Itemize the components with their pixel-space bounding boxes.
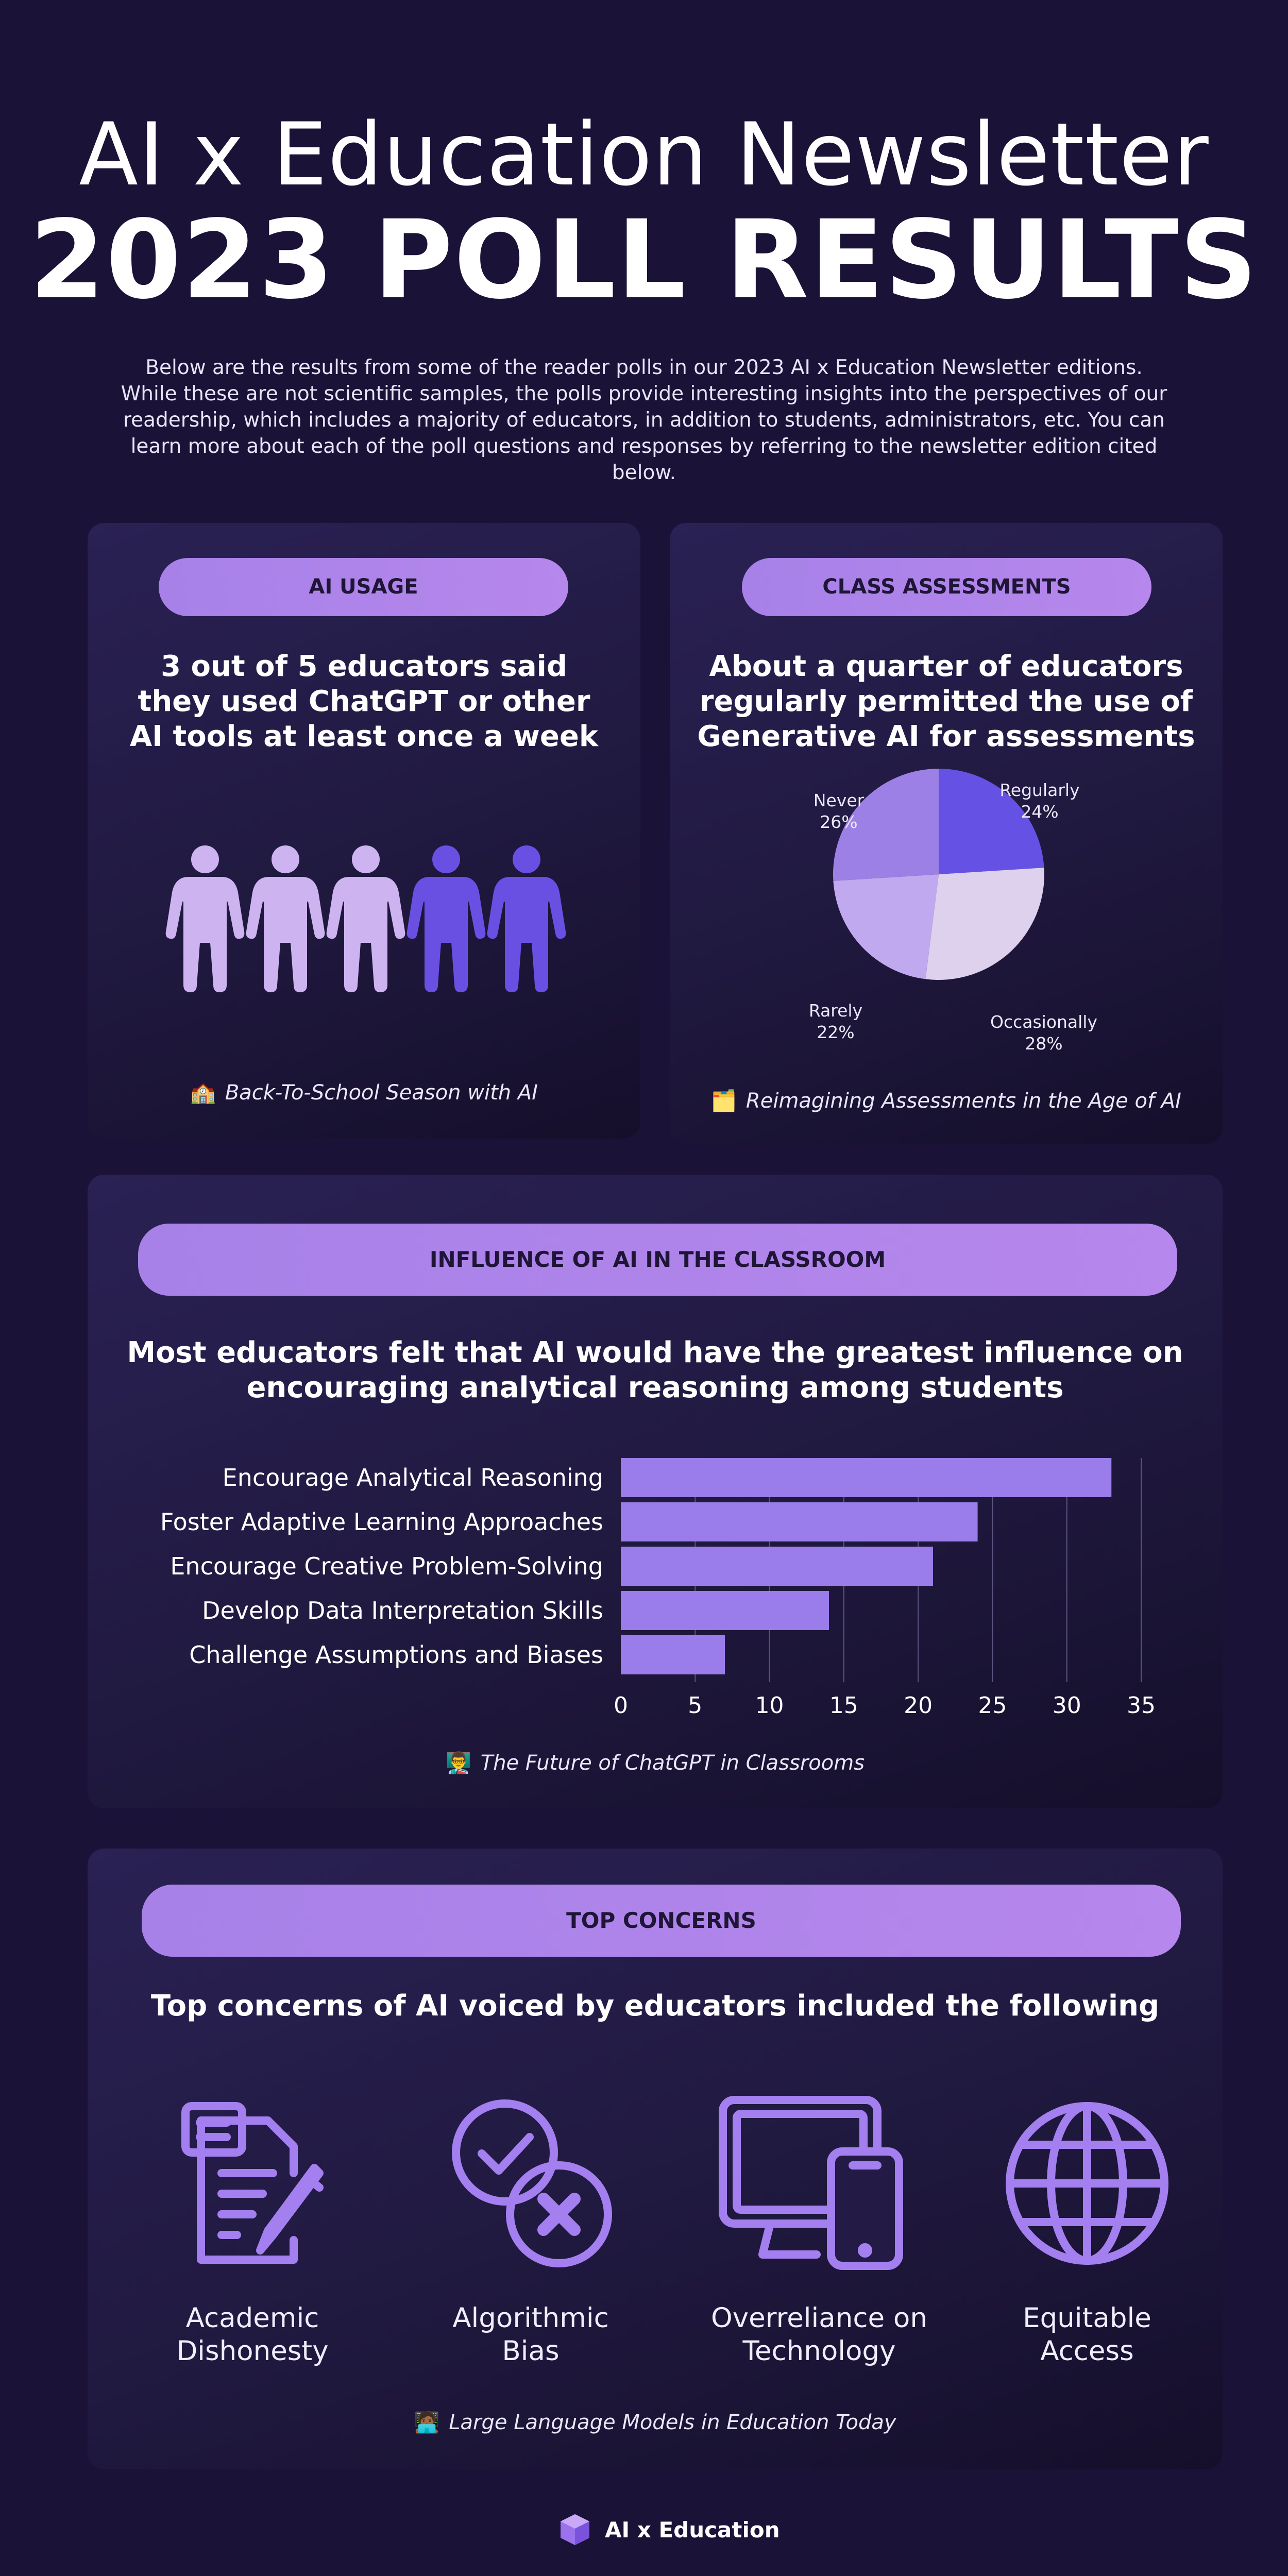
x-tick-label: 10	[755, 1692, 784, 1719]
top-concerns-pill: TOP CONCERNS	[142, 1885, 1181, 1957]
pie-value-label: 22%	[817, 1022, 854, 1042]
influence-heading: Most educators felt that AI would have t…	[118, 1335, 1192, 1405]
bar	[621, 1635, 725, 1674]
influence-card: INFLUENCE OF AI IN THE CLASSROOM Most ed…	[88, 1175, 1223, 1808]
concern-label-line: Technology	[742, 2335, 896, 2367]
x-tick-label: 15	[829, 1692, 858, 1719]
bar	[621, 1502, 978, 1541]
concern-label-line: Dishonesty	[176, 2335, 329, 2367]
top-concerns-source-text: Large Language Models in Education Today	[449, 2411, 896, 2434]
influence-pill: INFLUENCE OF AI IN THE CLASSROOM	[138, 1224, 1177, 1296]
influence-source-text: The Future of ChatGPT in Classrooms	[480, 1751, 865, 1775]
top-concerns-source: 🧑🏾‍💻 Large Language Models in Education T…	[88, 2410, 1223, 2434]
people-graphic	[165, 845, 566, 992]
pie-value-label: 26%	[820, 812, 857, 832]
concern-label: Algorithmic Bias	[428, 2302, 634, 2368]
class-assessments-heading: About a quarter of educators regularly p…	[690, 649, 1202, 754]
folder-emoji: 🗂️	[711, 1089, 737, 1113]
person-icon	[165, 845, 245, 992]
class-assessments-source: 🗂️ Reimagining Assessments in the Age of …	[670, 1089, 1223, 1113]
pie-slice-never	[833, 769, 939, 881]
intro-text: Below are the results from some of the r…	[121, 356, 1167, 484]
x-tick-label: 0	[614, 1692, 628, 1719]
pie-label: Occasionally	[990, 1012, 1097, 1032]
x-tick-label: 20	[904, 1692, 933, 1719]
ai-usage-heading-line: 3 out of 5 educators said	[161, 650, 567, 683]
check-cross-icon	[452, 2099, 612, 2267]
pie-value-label: 28%	[1025, 1033, 1062, 1054]
devices-icon	[719, 2096, 903, 2270]
pie-value-label: 24%	[1021, 802, 1058, 822]
top-concerns-card: TOP CONCERNS Top concerns of AI voiced b…	[88, 1849, 1223, 2469]
influence-source: 👨‍🏫 The Future of ChatGPT in Classrooms	[88, 1751, 1223, 1775]
class-assessments-heading-line: Generative AI for assessments	[697, 720, 1195, 753]
x-tick-label: 5	[688, 1692, 702, 1719]
influence-heading-line: encouraging analytical reasoning among s…	[246, 1371, 1064, 1404]
concern-label: Overreliance on Technology	[696, 2302, 943, 2368]
title-line-2: 2023 POLL RESULTS	[29, 197, 1259, 323]
influence-bar-chart: 0 5 10 15 20 25 30 35 Encourage Analytical Reaso…	[160, 1458, 1156, 1719]
ai-usage-card: AI USAGE 3 out of 5 educators said they …	[88, 523, 640, 1139]
class-assessments-heading-line: About a quarter of educators	[709, 650, 1183, 683]
concern-label-line: Equitable	[1023, 2302, 1151, 2334]
cube-logo-icon	[561, 2514, 589, 2545]
top-concerns-heading: Top concerns of AI voiced by educators i…	[150, 1989, 1160, 2023]
pie-label: Rarely	[809, 1001, 862, 1021]
globe-icon	[1006, 2102, 1168, 2265]
concern-label: Equitable Access	[984, 2302, 1190, 2368]
ai-usage-heading: 3 out of 5 educators said they used Chat…	[108, 649, 620, 754]
x-tick-label: 25	[978, 1692, 1007, 1719]
concern-label-line: Access	[1040, 2335, 1134, 2367]
person-icon	[246, 845, 325, 992]
person-icon	[406, 845, 486, 992]
ai-usage-source: 🏫 Back-To-School Season with AI	[88, 1080, 640, 1105]
ai-usage-heading-line: they used ChatGPT or other	[138, 685, 590, 718]
x-tick-label: 35	[1127, 1692, 1156, 1719]
person-icon	[326, 845, 405, 992]
school-emoji: 🏫	[190, 1081, 216, 1105]
bar	[621, 1547, 933, 1586]
influence-heading-line: Most educators felt that AI would have t…	[127, 1336, 1183, 1369]
category-label: Develop Data Interpretation Skills	[202, 1597, 603, 1624]
footer-brand-text: AI x Education	[605, 2517, 780, 2543]
category-label: Encourage Analytical Reasoning	[223, 1464, 603, 1492]
class-assessments-source-text: Reimagining Assessments in the Age of AI	[745, 1089, 1181, 1113]
class-assessments-pill: CLASS ASSESSMENTS	[742, 558, 1151, 616]
class-assessments-card: CLASS ASSESSMENTS About a quarter of edu…	[670, 523, 1223, 1144]
document-pencil-icon	[181, 2102, 324, 2264]
title-line-1: AI x Education Newsletter	[79, 104, 1209, 205]
pie-label: Never	[814, 790, 865, 810]
ai-usage-heading-line: AI tools at least once a week	[129, 720, 599, 753]
teacher-emoji: 👨‍🏫	[445, 1751, 471, 1775]
x-tick-label: 30	[1053, 1692, 1081, 1719]
bar	[621, 1591, 829, 1630]
pie-slice-regularly	[939, 769, 1044, 874]
category-label: Challenge Assumptions and Biases	[189, 1641, 603, 1669]
ai-usage-source-text: Back-To-School Season with AI	[225, 1081, 538, 1105]
concern-label-line: Bias	[502, 2335, 560, 2367]
category-label: Foster Adaptive Learning Approaches	[160, 1508, 603, 1536]
ai-usage-pill: AI USAGE	[159, 558, 568, 616]
bar	[621, 1458, 1112, 1497]
footer-brand: AI x Education	[556, 2509, 780, 2550]
technologist-emoji: 🧑🏾‍💻	[414, 2411, 440, 2434]
concern-label-line: Academic	[185, 2302, 319, 2334]
class-assessments-heading-line: regularly permitted the use of	[699, 685, 1193, 718]
pie-slice-rarely	[833, 874, 939, 979]
category-label: Encourage Creative Problem-Solving	[170, 1552, 603, 1580]
pie-slice-occasionally	[925, 868, 1044, 980]
person-icon	[487, 845, 566, 992]
concern-label: Academic Dishonesty	[149, 2302, 355, 2368]
concern-label-line: Overreliance on	[711, 2302, 927, 2334]
pie-label: Regularly	[999, 780, 1079, 800]
concern-label-line: Algorithmic	[452, 2302, 609, 2334]
